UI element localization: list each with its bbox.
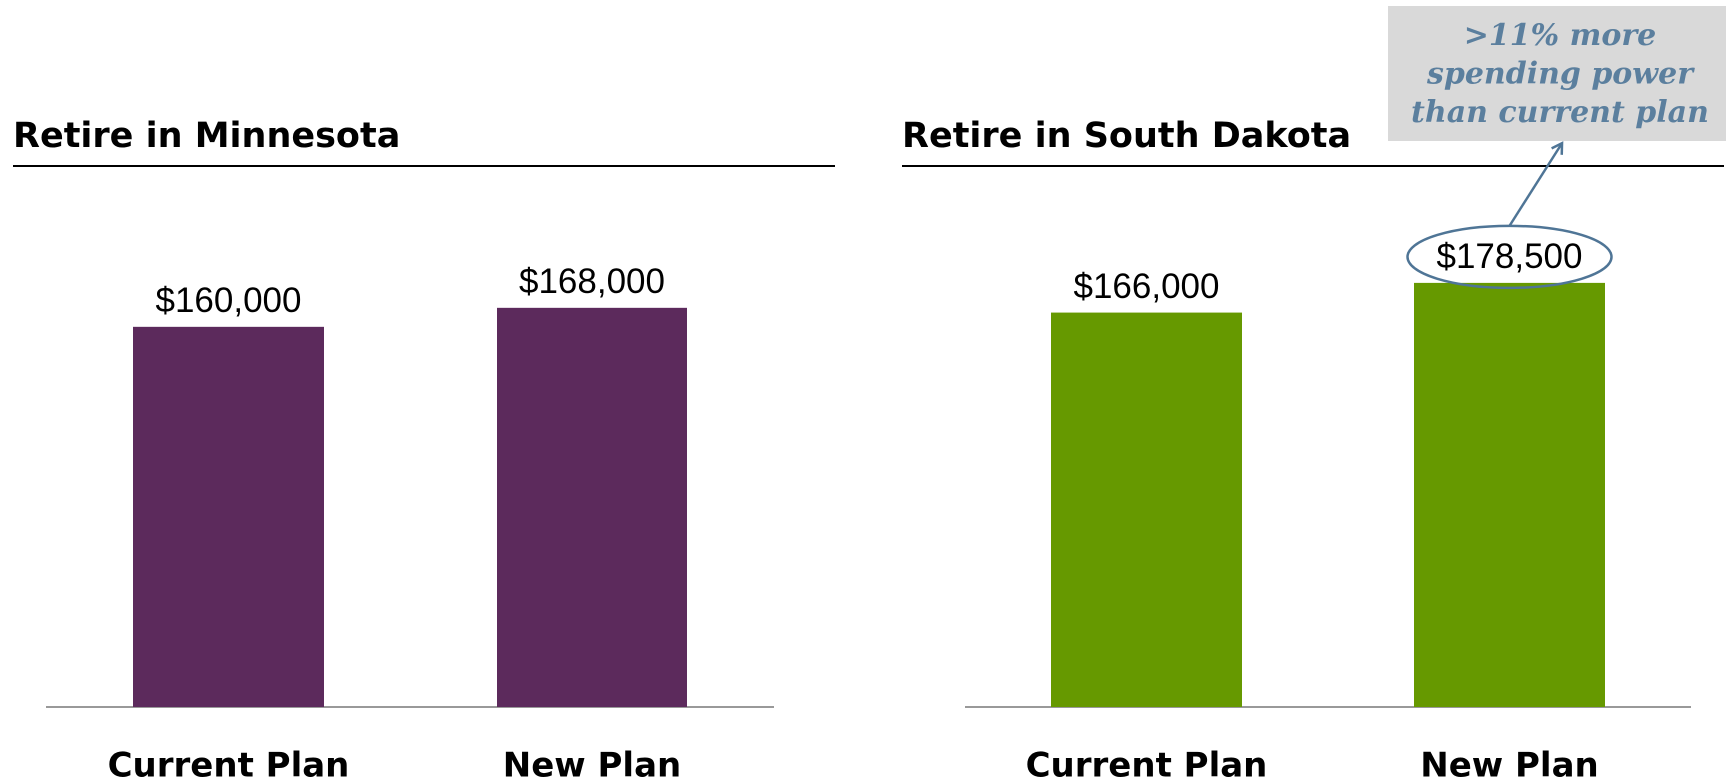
bar: [1414, 282, 1605, 707]
panel-title: Retire in Minnesota: [13, 116, 400, 156]
category-label: Current Plan: [1026, 746, 1268, 782]
value-label: $166,000: [1074, 267, 1220, 306]
value-label: $178,500: [1437, 237, 1583, 276]
category-label: Current Plan: [108, 746, 350, 782]
annotation-text: >11% more: [1464, 18, 1656, 53]
category-label: New Plan: [503, 746, 681, 782]
annotation-arrow: [1508, 144, 1562, 227]
panel-title: Retire in South Dakota: [902, 116, 1351, 156]
bar: [497, 307, 687, 707]
value-label: $168,000: [519, 262, 665, 301]
annotation-text: than current plan: [1411, 95, 1709, 130]
category-label: New Plan: [1420, 746, 1598, 782]
annotation-box: [1388, 6, 1726, 141]
bar: [133, 326, 324, 707]
bar: [1051, 312, 1242, 707]
annotation-text: spending power: [1426, 57, 1695, 92]
value-label: $160,000: [156, 281, 302, 320]
